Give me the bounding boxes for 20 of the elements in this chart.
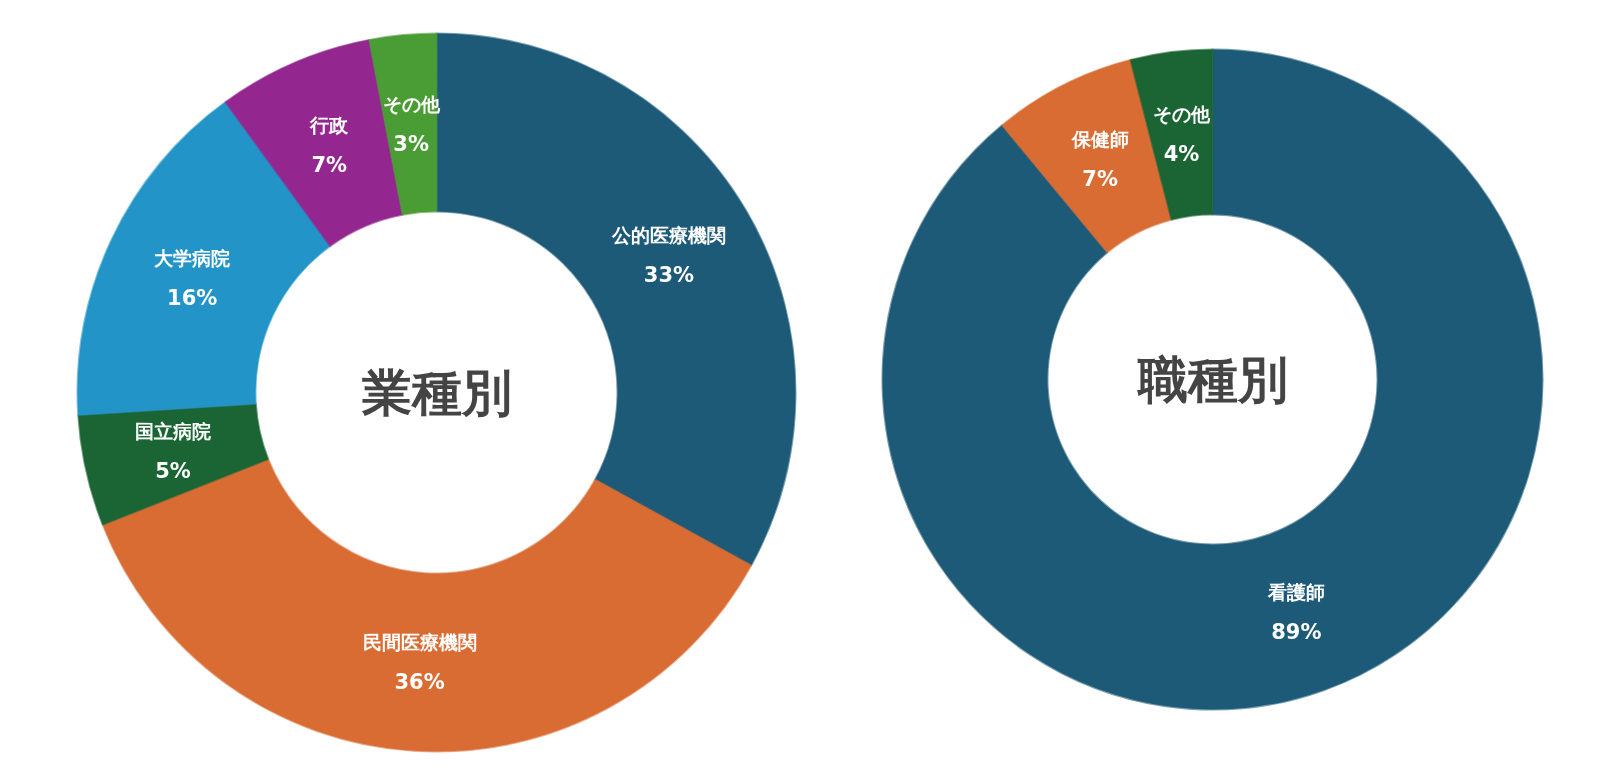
slice-label: 保健師 xyxy=(1070,127,1129,150)
text: 業種別 xyxy=(360,363,512,422)
data-label: 33% xyxy=(643,263,695,288)
slice-label: その他 xyxy=(1152,102,1211,125)
data-label: 89% xyxy=(1271,620,1322,645)
data-label: 5% xyxy=(155,459,191,484)
slice-label: 行政 xyxy=(309,113,350,136)
slice-label: 民間医療機関 xyxy=(362,630,477,653)
data-label: 4% xyxy=(1163,141,1200,166)
data-label: 7% xyxy=(311,152,348,177)
slice-label: 国立病院 xyxy=(135,420,211,443)
text: 職種別 xyxy=(1135,350,1288,409)
data-label: 16% xyxy=(167,285,218,310)
data-label: 3% xyxy=(393,131,429,156)
data-label: 7% xyxy=(1082,166,1118,191)
slice-label: その他 xyxy=(382,92,441,115)
slice-label: 公的医療機関 xyxy=(610,224,726,247)
slice-label: 大学病院 xyxy=(154,246,231,269)
data-label: 36% xyxy=(394,669,445,694)
slice-label: 看護師 xyxy=(1266,581,1325,604)
